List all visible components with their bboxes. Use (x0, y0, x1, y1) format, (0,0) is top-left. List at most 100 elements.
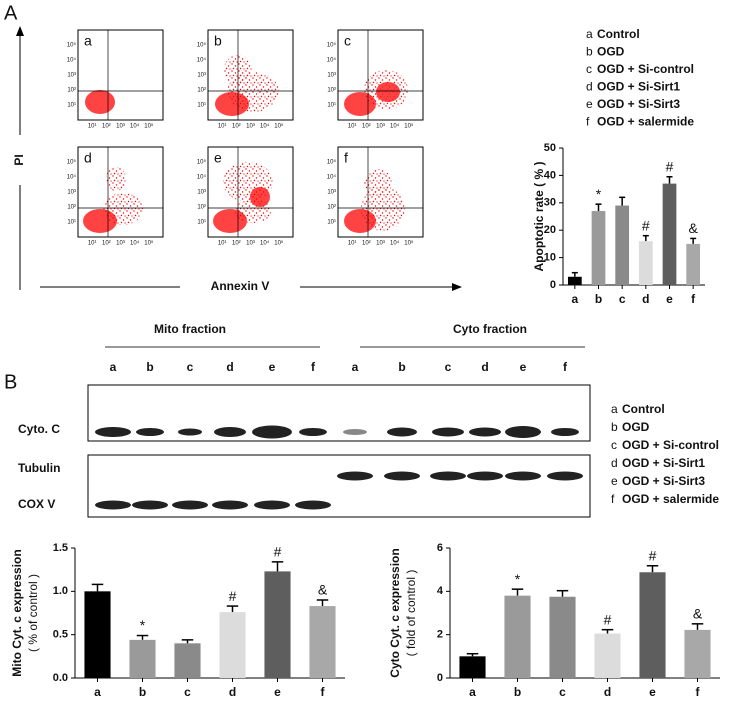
x-tick-label: b (139, 685, 146, 699)
fraction-label: Cyto fraction (453, 322, 527, 336)
x-tick-label: b (514, 685, 521, 699)
blot-band (384, 471, 420, 481)
flow-tick: 10⁴ (260, 240, 270, 247)
dot-cloud (376, 82, 400, 102)
flow-tick: 10³ (67, 190, 76, 196)
x-tick-label: a (94, 685, 101, 699)
flow-tick: 10³ (197, 190, 206, 196)
blot-band (505, 471, 541, 481)
flow-tick: 10³ (197, 73, 206, 79)
flow-tick: 10⁴ (327, 174, 337, 181)
plot-letter: c (344, 33, 351, 49)
plot-letter: f (344, 150, 348, 166)
x-tick-label: a (571, 292, 578, 306)
dot-cloud (223, 162, 273, 202)
flow-tick: 10² (197, 205, 206, 211)
blot-band (432, 427, 464, 437)
blot-band (343, 429, 367, 435)
y-tick-label: 1.5 (53, 542, 68, 554)
plot-letter: d (84, 150, 92, 166)
legend-letter: b (586, 45, 593, 59)
blot-band (252, 425, 292, 439)
lane-label: b (398, 360, 405, 374)
blot-band (254, 500, 290, 510)
blot-band (136, 428, 164, 436)
dot-cloud (103, 193, 143, 225)
flow-tick: 10⁵ (144, 123, 154, 130)
plot-letter: b (214, 33, 222, 49)
y-tick-label: 30 (544, 197, 556, 209)
flow-tick: 10³ (376, 241, 385, 247)
plot-frame (337, 29, 424, 121)
flow-tick: 10² (362, 124, 371, 130)
y-tick-label: 50 (544, 142, 556, 154)
flow-tick: 10⁵ (67, 42, 77, 49)
x-tick-label: c (619, 292, 626, 306)
flow-tick: 10³ (246, 241, 255, 247)
y-tick-label: 10 (544, 252, 556, 264)
blot-band (295, 500, 331, 510)
bar (84, 591, 111, 678)
x-tick-label: a (469, 685, 476, 699)
axis-label: PI (12, 154, 26, 165)
flow-tick: 10² (327, 88, 336, 94)
legend-label: OGD (622, 420, 650, 434)
legend-letter: a (586, 27, 593, 41)
blot-band (467, 471, 503, 481)
significance-mark: # (604, 611, 612, 627)
y-axis-label: Apoptotic rate ( % ) (532, 161, 546, 271)
significance-mark: # (666, 158, 674, 174)
plot-letter: a (84, 33, 92, 49)
blot-band (469, 427, 501, 437)
flow-tick: 10⁴ (67, 174, 77, 181)
legend-label: OGD + Si-Sirt3 (622, 474, 705, 488)
plot-frame (207, 146, 294, 238)
bar (459, 656, 486, 678)
bar (638, 241, 653, 285)
dot-cloud (106, 167, 126, 191)
legend-label: Control (622, 402, 665, 416)
y-axis-label: Mito Cyt. c expression (10, 549, 24, 676)
y-tick-label: 40 (544, 169, 556, 181)
lane-label: a (352, 360, 359, 374)
fraction-label: Mito fraction (154, 322, 226, 336)
flow-tick: 10⁵ (274, 240, 284, 247)
blot-row-label: Tubulin (18, 461, 60, 475)
dot-cloud (364, 169, 392, 197)
flow-tick: 10¹ (348, 241, 357, 247)
flow-tick: 10² (67, 88, 76, 94)
blot-band (387, 427, 417, 437)
flow-tick: 10⁵ (197, 42, 207, 49)
dot-cloud (85, 90, 115, 114)
y-tick-label: 6 (437, 542, 443, 554)
legend-label: OGD + Si-Sirt1 (597, 80, 680, 94)
flow-tick: 10⁴ (260, 123, 270, 130)
flow-tick: 10¹ (197, 103, 206, 109)
blot-band (95, 427, 131, 437)
y-tick-label: 4 (437, 585, 444, 597)
significance-mark: & (688, 220, 698, 236)
flow-tick: 10³ (67, 73, 76, 79)
flow-tick: 10⁴ (130, 240, 140, 247)
x-tick-label: f (321, 685, 326, 699)
y-axis-label: ( % of control ) (26, 574, 40, 652)
flow-tick: 10¹ (88, 124, 97, 130)
lane-label: e (269, 360, 276, 374)
legend-label: Control (597, 27, 640, 41)
blot-band (95, 500, 131, 510)
flow-tick: 10¹ (327, 103, 336, 109)
flow-tick: 10¹ (67, 220, 76, 226)
bar (129, 639, 156, 678)
y-tick-label: 0 (550, 279, 556, 291)
flow-tick: 10³ (327, 73, 336, 79)
legend-label: OGD + Si-control (622, 438, 719, 452)
lane-label: c (445, 360, 452, 374)
dot-cloud (235, 199, 271, 223)
y-axis-label: Cyto Cyt. c expression (388, 548, 402, 677)
blot-row-label: COX V (18, 497, 55, 511)
panel-label: A (4, 2, 18, 24)
flow-tick: 10¹ (67, 103, 76, 109)
flow-tick: 10¹ (197, 220, 206, 226)
flow-tick: 10² (102, 124, 111, 130)
